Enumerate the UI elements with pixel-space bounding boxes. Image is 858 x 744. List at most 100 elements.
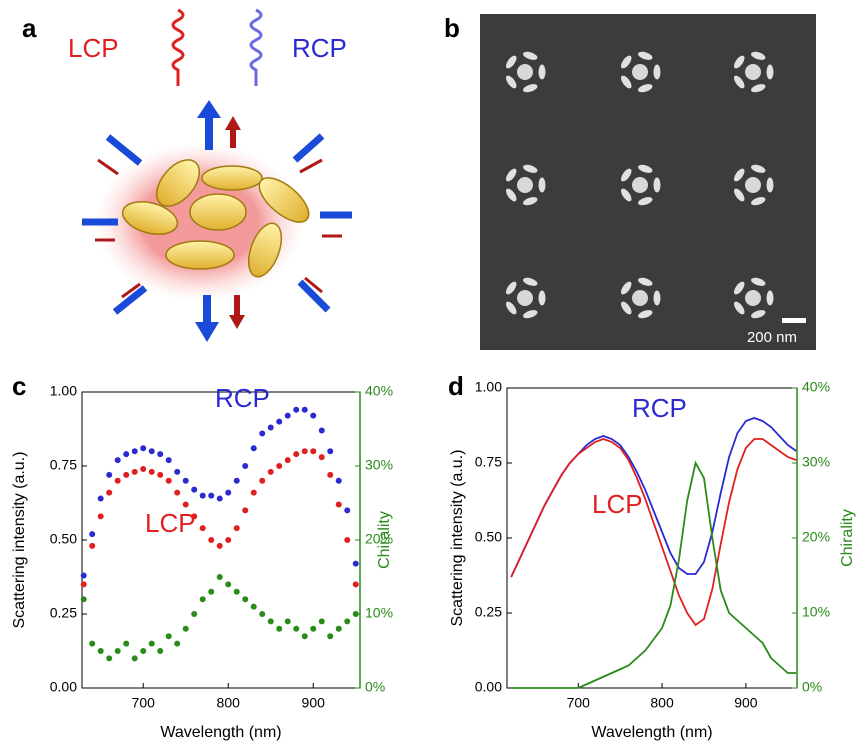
chart: d 700 800 900 0.00 0.25 0.50 0.75 1.00 0% 10% 20% 30…	[448, 371, 856, 741]
data-point	[318, 454, 325, 461]
data-point	[301, 633, 308, 640]
data-point	[182, 477, 189, 484]
rod	[751, 164, 766, 173]
rod	[638, 84, 653, 93]
scale-bar	[782, 318, 806, 323]
data-point	[131, 468, 138, 475]
rod	[621, 75, 632, 89]
y-axis-label: Scattering intensity (a.u.)	[449, 450, 466, 627]
data-point	[250, 489, 257, 496]
data-point	[208, 537, 215, 543]
data-point	[335, 477, 342, 484]
y2-axis-label: Chirality	[839, 509, 856, 567]
nanostructures	[506, 51, 774, 319]
y-tick-label: 0.75	[475, 454, 502, 470]
data-point	[344, 618, 351, 625]
data-point	[80, 581, 87, 588]
rod	[766, 177, 774, 193]
data-point	[114, 648, 121, 654]
y-axis-label: Scattering intensity (a.u.)	[11, 452, 28, 629]
data-point	[233, 477, 240, 484]
data-point	[310, 412, 317, 419]
data-point	[199, 596, 206, 603]
data-line	[510, 438, 797, 627]
y-tick-label: 0.75	[50, 457, 77, 473]
rod	[638, 277, 653, 286]
data-point	[233, 588, 240, 595]
rod	[638, 310, 653, 319]
rcp-wave	[249, 8, 263, 86]
data-point	[157, 451, 164, 458]
x-axis-label: Wavelength (nm)	[591, 724, 712, 741]
x-tick-label: 900	[734, 695, 758, 711]
rod	[523, 197, 538, 206]
rod	[506, 75, 517, 89]
data-point	[148, 468, 155, 475]
data-point	[216, 542, 223, 549]
rod	[523, 84, 538, 93]
rod	[523, 51, 538, 60]
data-point	[89, 531, 96, 538]
data-point	[182, 501, 189, 508]
y2-tick-label: 10%	[802, 604, 830, 620]
data-point	[174, 489, 181, 496]
panel-label: b	[444, 13, 460, 43]
data-point	[165, 633, 172, 640]
data-point	[208, 588, 215, 595]
data-point	[165, 477, 172, 484]
data-point	[335, 625, 342, 632]
data-point	[242, 596, 249, 603]
y2-tick-label: 40%	[802, 379, 830, 395]
rod	[751, 277, 766, 286]
lcp-wave	[171, 8, 185, 86]
y2-axis-label: Chirality	[376, 511, 393, 569]
rod	[621, 281, 632, 295]
rod	[653, 177, 661, 193]
scale-label: 200 nm	[747, 329, 797, 346]
rod	[506, 281, 517, 295]
data-point	[344, 537, 351, 543]
data-point	[157, 471, 164, 478]
data-point	[123, 471, 130, 478]
y-tick-label: 0.50	[50, 531, 77, 547]
annotation: RCP	[632, 393, 687, 423]
data-point	[233, 525, 240, 532]
data-point	[225, 581, 232, 588]
data-point	[352, 581, 359, 588]
data-point	[97, 495, 104, 502]
panel-label: d	[448, 371, 464, 401]
data-line	[511, 460, 797, 689]
data-point	[216, 495, 223, 502]
data-point	[114, 457, 121, 464]
rod	[734, 55, 745, 69]
data-point	[140, 465, 147, 472]
annotation: LCP	[145, 508, 196, 538]
rod	[766, 290, 774, 306]
x-tick-label: 800	[650, 695, 674, 711]
lcp-label: LCP	[68, 33, 119, 63]
data-point	[259, 430, 266, 437]
data-point	[318, 618, 325, 625]
data-point	[276, 463, 283, 469]
rod	[523, 164, 538, 173]
disk	[745, 177, 761, 193]
data-point	[148, 640, 155, 647]
data-point	[344, 507, 351, 514]
data-point	[327, 471, 334, 478]
y-tick-label: 0.25	[475, 604, 502, 620]
y2-tick-label: 10%	[365, 605, 393, 621]
x-tick-label: 900	[302, 695, 326, 711]
arrows	[82, 100, 352, 342]
rod	[751, 197, 766, 206]
data-point	[352, 560, 359, 567]
data-point	[259, 477, 266, 484]
y-tick-label: 1.00	[50, 383, 77, 399]
data-point	[327, 448, 334, 455]
disk	[745, 290, 761, 306]
data-point	[293, 625, 300, 632]
rod	[621, 168, 632, 182]
y-tick-label: 0.00	[50, 679, 77, 695]
rod	[734, 75, 745, 89]
data-point	[89, 640, 96, 647]
data-point	[140, 445, 147, 452]
